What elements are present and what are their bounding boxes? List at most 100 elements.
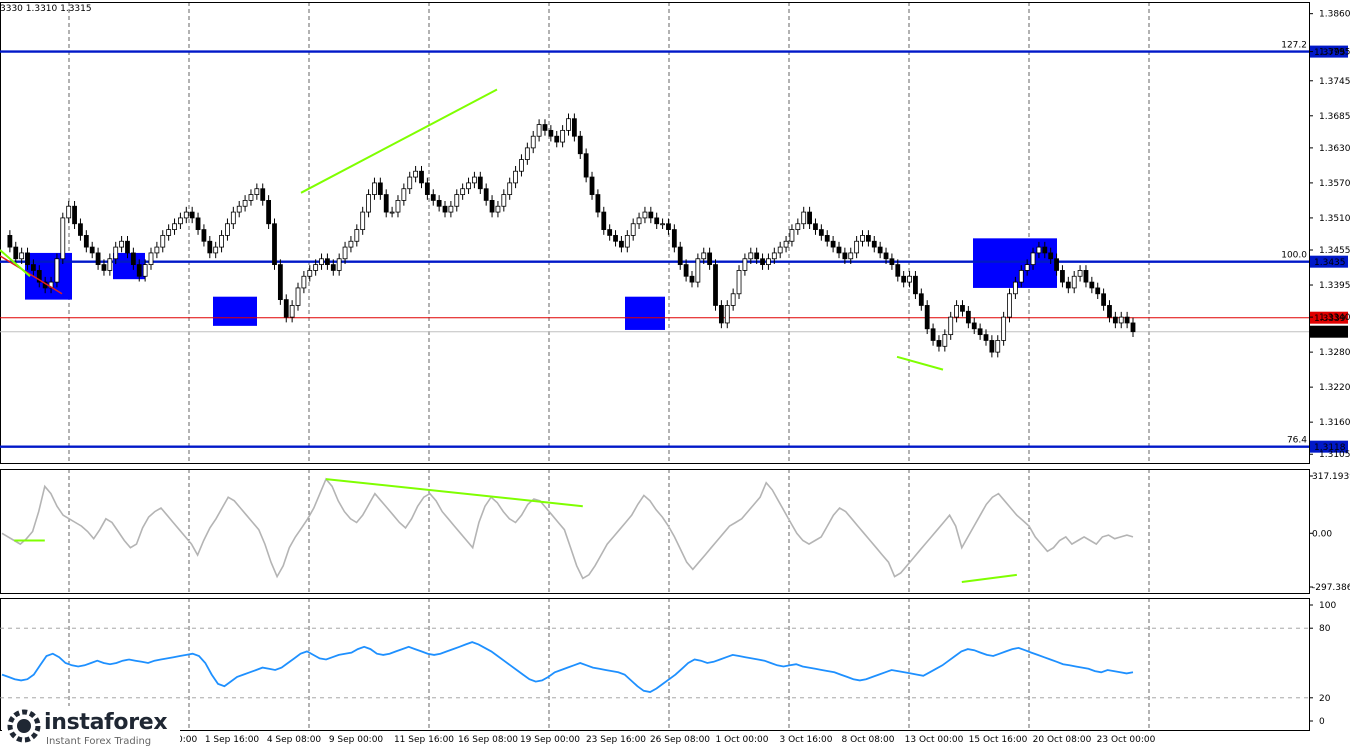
price-tag-text: 1.3435 — [1314, 258, 1346, 268]
candle-body — [83, 235, 89, 248]
price-axis-label: 1.3455 — [1319, 246, 1350, 256]
horizontal-levels: 127.2 100.0 76.4 — [0, 41, 1309, 448]
time-axis-label: 13 Oct 00:00 — [905, 735, 964, 745]
price-tag-text: 1.3795 — [1314, 48, 1346, 58]
candle-body — [36, 270, 42, 283]
candle-body — [836, 246, 842, 254]
time-axis-label: 3 Oct 16:00 — [780, 735, 833, 745]
candle-body — [695, 258, 701, 283]
price-axis-label: 1.3105 — [1319, 450, 1350, 460]
price-axis: 1.3795 1.3435 1.3118 1.3339 1.3315 1.3860 1.37… — [1309, 10, 1350, 727]
candle-body — [266, 200, 272, 225]
candle-body — [977, 328, 983, 336]
candle-body — [871, 240, 877, 248]
candle-body — [183, 211, 189, 219]
candle-body — [795, 223, 801, 230]
candle-body — [918, 293, 924, 306]
candle-body — [1107, 305, 1112, 318]
price-axis-label: 1.3685 — [1319, 112, 1350, 122]
candle-body — [760, 258, 765, 265]
candle-body — [983, 334, 989, 341]
candle-body — [489, 200, 495, 213]
watermark-name: instaforex — [44, 710, 168, 735]
candle-body — [1071, 275, 1077, 289]
candle-body — [301, 275, 307, 289]
price-tag — [1310, 440, 1348, 453]
price-axis-label: 1.3280 — [1319, 348, 1350, 358]
candle-body — [713, 264, 718, 306]
trend-line-green — [0, 249, 31, 278]
candle-body — [366, 194, 371, 213]
candle-body — [1095, 287, 1101, 295]
candle-body — [483, 188, 489, 201]
candle-body — [1048, 252, 1054, 260]
candle-body — [119, 240, 125, 248]
watermark-subtitle: Instant Forex Trading — [46, 736, 152, 747]
cci-axis-label: -297.386 — [1312, 583, 1350, 593]
ohlc-readout: 3330 1.3310 1.3315 — [0, 4, 92, 14]
candle-body — [595, 194, 601, 213]
rsi-line — [1, 641, 1134, 693]
candle-body — [454, 194, 460, 207]
time-axis-label: 9 Sep 00:00 — [329, 735, 384, 745]
candle-body — [172, 223, 177, 230]
candle-body — [1083, 270, 1089, 283]
candle-body — [313, 264, 319, 271]
candle-body — [1065, 281, 1071, 289]
candle-body — [189, 211, 195, 219]
candle-body — [642, 211, 648, 219]
candle-body — [60, 217, 66, 260]
candle-body — [19, 252, 25, 260]
candle-body — [895, 264, 901, 277]
candle-body — [101, 264, 107, 271]
candle-body — [413, 170, 419, 178]
candle-body — [707, 252, 713, 265]
watermark: instaforex Instant Forex Trading — [2, 706, 180, 748]
candle-body — [524, 147, 530, 160]
candle-body — [689, 275, 695, 283]
candle-body — [654, 217, 660, 225]
rsi-axis-label: 0 — [1319, 717, 1325, 727]
candle-body — [178, 217, 183, 225]
candle-body — [395, 200, 401, 213]
candle-body — [419, 170, 424, 184]
price-tag — [1310, 311, 1348, 324]
candle-body — [448, 205, 454, 213]
candle-body — [660, 223, 665, 226]
candle-body — [724, 305, 730, 324]
candle-body — [889, 258, 895, 265]
candle-body — [519, 159, 524, 172]
price-axis-label: 1.3340 — [1319, 313, 1350, 323]
candle-body — [601, 211, 607, 230]
candle-body — [566, 118, 571, 131]
candle-body — [1036, 246, 1042, 254]
candle-body — [560, 129, 566, 143]
cci-indicator — [1, 477, 1134, 584]
rsi-axis-label: 80 — [1319, 624, 1331, 634]
candle-body — [113, 246, 119, 260]
panel-frames — [0, 2, 1310, 731]
time-axis-label: 20 Oct 08:00 — [1033, 735, 1092, 745]
candle-body — [78, 223, 83, 236]
candle-body — [154, 246, 160, 254]
rsi-indicator — [1, 641, 1134, 693]
candle-body — [942, 334, 948, 347]
candle-body — [1007, 293, 1012, 318]
time-axis-label: 1 Sep 16:00 — [205, 735, 260, 745]
candle-body — [166, 229, 172, 236]
cci-line — [1, 477, 1134, 580]
panel-frame-2 — [0, 469, 1310, 594]
candle-body — [477, 176, 483, 190]
candle-body — [671, 229, 677, 248]
zone-box — [213, 296, 257, 326]
trend-line-green — [300, 88, 498, 194]
candle-body — [954, 305, 959, 318]
price-axis-label: 1.3795 — [1319, 48, 1350, 58]
candle-body — [807, 211, 812, 225]
candle-body — [683, 264, 689, 277]
candle-body — [571, 118, 577, 137]
cci-trend-line — [961, 573, 1017, 584]
candle-body — [513, 170, 518, 184]
candle-body — [913, 275, 918, 295]
time-axis-label: 23 Sep 16:00 — [586, 735, 646, 745]
